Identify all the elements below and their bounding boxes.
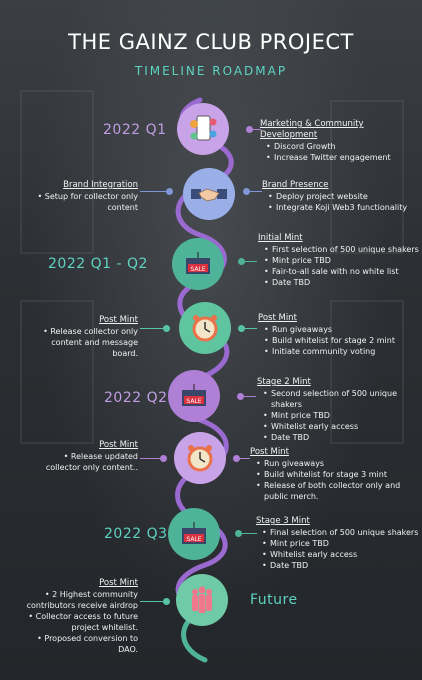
list-item: Discord Growth (260, 141, 420, 152)
list-item: • 2 Highest community contributors recei… (26, 590, 138, 610)
list-item: Run giveaways (258, 324, 420, 335)
svg-text:SALE: SALE (186, 536, 201, 543)
phone-social-icon (190, 115, 217, 141)
stage-2-circle (183, 168, 235, 220)
list-item: Date TBD (257, 432, 420, 443)
stage-7-circle: SALE (168, 508, 220, 560)
stage-7-date: 2022 Q3 (104, 526, 168, 542)
stage-2-right-dot (243, 188, 250, 195)
stage-6-right-dot (233, 455, 240, 462)
sale-tag-icon: SALE (182, 522, 206, 544)
sale-tag-icon: SALE (182, 384, 206, 406)
list-item: Second selection of 500 unique shakers (257, 388, 420, 410)
list-item: • Release updated collector only content… (45, 452, 138, 472)
stage-5-circle: SALE (168, 370, 220, 422)
stage-5-date: 2022 Q2 (104, 390, 168, 406)
list-item: First selection of 500 unique shakers (258, 244, 420, 255)
list-item: Build whitelist for stage 3 mint (250, 469, 420, 480)
list-item: Mint price TBD (257, 410, 420, 421)
stage-1-date: 2022 Q1 (103, 122, 167, 138)
list-item: Release of both collector only and publi… (250, 480, 420, 502)
stage-3-date: 2022 Q1 - Q2 (48, 256, 148, 272)
stage-5-right: Stage 2 Mint Second selection of 500 uni… (257, 377, 420, 443)
alarm-clock-icon (187, 445, 213, 472)
stage-3-circle: SALE (172, 238, 224, 290)
list-item: Run giveaways (250, 458, 420, 469)
stage-8-left: Post Mint • 2 Highest community contribu… (22, 578, 138, 655)
stage-2-left-dot (166, 188, 173, 195)
stage-4-right-dot (238, 325, 245, 332)
svg-text:SALE: SALE (186, 398, 201, 405)
stage-2-left: Brand Integration • Setup for collector … (20, 180, 138, 213)
list-item: Fair-to-all sale with no white list (258, 266, 420, 277)
stage-5-dot (237, 393, 244, 400)
stage-6-left-dot (160, 455, 167, 462)
list-item: • Setup for collector only content (37, 192, 138, 212)
stage-7-dot (235, 530, 242, 537)
stage-4-left-dot (163, 325, 170, 332)
stage-6-right: Post Mint Run giveaways Build whitelist … (250, 447, 420, 502)
people-silhouette-icon (192, 586, 212, 613)
list-item: • Collector access to future project whi… (28, 612, 138, 632)
svg-text:SALE: SALE (190, 266, 205, 273)
list-item: • Release collector only content and mes… (43, 327, 138, 358)
stage-6-left: Post Mint • Release updated collector on… (35, 440, 138, 473)
list-item: Mint price TBD (256, 538, 420, 549)
list-item: Integrate Koji Web3 functionality (262, 202, 420, 213)
stage-1-dot (246, 126, 253, 133)
handshake-icon (191, 188, 227, 202)
sale-tag-icon: SALE (186, 252, 210, 274)
list-item: Mint price TBD (258, 255, 420, 266)
stage-2-right: Brand Presence Deploy project website In… (262, 180, 420, 213)
stage-8-date: Future (250, 592, 298, 608)
alarm-clock-icon (192, 315, 218, 342)
list-item: Date TBD (256, 560, 420, 571)
list-item: Whitelist early access (256, 549, 420, 560)
stage-6-circle (174, 432, 226, 484)
stage-3-dot (238, 258, 245, 265)
stage-8-left-dot (163, 598, 170, 605)
list-item: Increase Twitter engagement (260, 152, 420, 163)
list-item: Final selection of 500 unique shakers (256, 527, 420, 538)
stage-3-right: Initial Mint First selection of 500 uniq… (258, 233, 420, 288)
page-subtitle: TIMELINE ROADMAP (134, 64, 288, 78)
list-item: Date TBD (258, 277, 420, 288)
stage-1-circle (177, 103, 229, 155)
page-title: THE GAINZ CLUB PROJECT (68, 30, 354, 54)
list-item: • Proposed conversion to DAO. (37, 634, 138, 654)
stage-1-right: Marketing & Community Development Discor… (260, 119, 420, 163)
stage-8-circle (176, 574, 228, 626)
stage-4-left: Post Mint • Release collector only conte… (25, 315, 138, 359)
stage-4-circle (179, 302, 231, 354)
list-item: Initiate community voting (258, 346, 420, 357)
stage-4-right: Post Mint Run giveaways Build whitelist … (258, 313, 420, 357)
stage-7-right: Stage 3 Mint Final selection of 500 uniq… (256, 516, 420, 571)
list-item: Build whitelist for stage 2 mint (258, 335, 420, 346)
list-item: Whitelist early access (257, 421, 420, 432)
list-item: Deploy project website (262, 191, 420, 202)
